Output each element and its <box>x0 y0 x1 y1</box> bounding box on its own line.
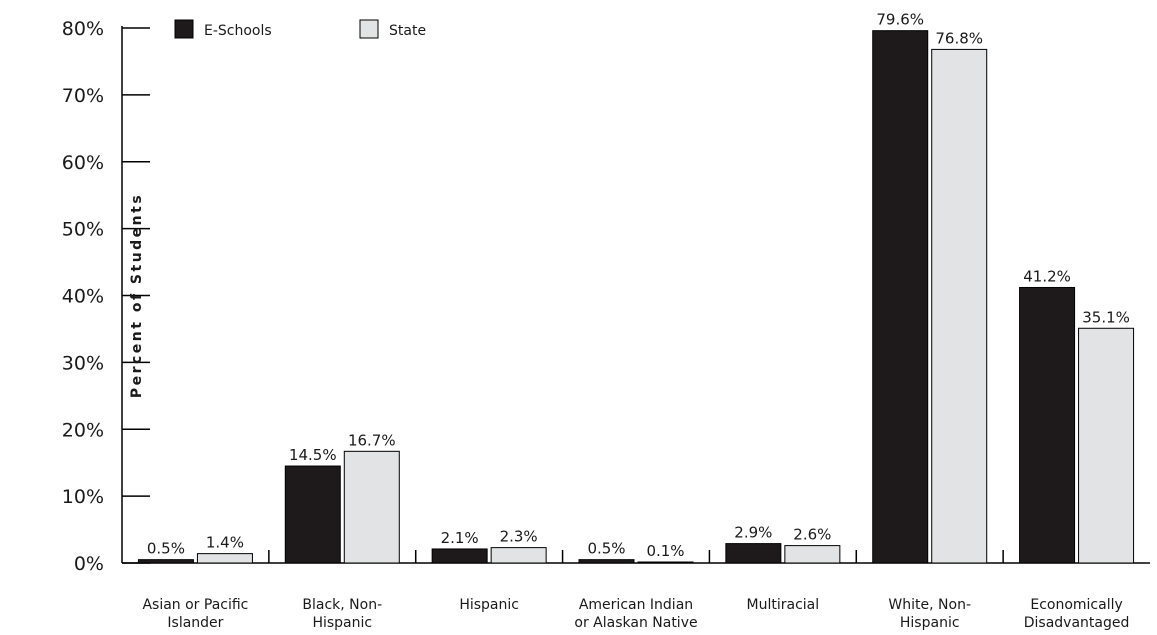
y-tick-label: 0% <box>74 553 104 575</box>
value-label: 0.1% <box>646 542 684 560</box>
value-label: 0.5% <box>587 540 625 558</box>
bar-e-schools <box>578 559 635 564</box>
y-tick-label: 70% <box>62 85 104 107</box>
bar-e-schools <box>431 548 488 564</box>
category-label: or Alaskan Native <box>574 615 697 631</box>
value-label: 41.2% <box>1023 267 1071 285</box>
bar-e-schools <box>137 559 194 564</box>
category-label: Hispanic <box>900 615 960 631</box>
bar-e-schools <box>725 543 782 564</box>
category-label: Disadvantaged <box>1024 615 1130 631</box>
y-axis: 0% 10% 20% 30% 40% 50% 60% 70% 80% <box>62 18 150 575</box>
value-label: 2.9% <box>734 524 772 542</box>
bar-state <box>490 547 547 564</box>
y-tick-label: 10% <box>62 486 104 508</box>
x-axis: Asian or Pacific Islander Black, Non- Hispa… <box>122 550 1150 631</box>
y-axis-label: Percent of Students <box>129 193 145 398</box>
bar-state <box>1078 327 1135 564</box>
value-label: 0.5% <box>147 540 185 558</box>
value-label: 2.3% <box>500 528 538 546</box>
bar-e-schools <box>872 30 929 564</box>
category-label: Economically <box>1030 597 1122 613</box>
value-label: 2.1% <box>441 529 479 547</box>
value-label: 14.5% <box>289 446 337 464</box>
y-tick-label: 50% <box>62 219 104 241</box>
legend-label: E-Schools <box>204 23 272 39</box>
value-label: 76.8% <box>935 29 983 47</box>
value-label: 1.4% <box>206 534 244 552</box>
y-tick-label: 20% <box>62 419 104 441</box>
bars: 0.5% 1.4% 14.5% 16.7% 2.1% 2.3% 0.5% 0.1% 2.9% 2.… <box>137 11 1135 564</box>
category-label: Islander <box>167 615 223 631</box>
legend: E-Schools State <box>174 19 426 39</box>
bar-state <box>784 545 841 564</box>
bar-state <box>343 450 400 564</box>
legend-label: State <box>389 23 426 39</box>
value-label: 35.1% <box>1082 308 1130 326</box>
y-tick-label: 30% <box>62 352 104 374</box>
category-label: Hispanic <box>459 597 519 613</box>
category-label: Black, Non- <box>302 597 382 613</box>
bar-e-schools <box>284 465 341 564</box>
y-tick-label: 60% <box>62 152 104 174</box>
y-tick-label: 80% <box>62 18 104 40</box>
category-label: Asian or Pacific <box>142 597 248 613</box>
category-label: Hispanic <box>312 615 372 631</box>
value-label: 16.7% <box>348 431 396 449</box>
value-label: 2.6% <box>793 526 831 544</box>
bar-state <box>196 553 253 564</box>
category-label: White, Non- <box>888 597 971 613</box>
legend-swatch <box>359 19 379 39</box>
legend-swatch <box>174 19 194 39</box>
bar-e-schools <box>1019 286 1076 564</box>
bar-state <box>931 48 988 564</box>
value-label: 79.6% <box>876 11 924 29</box>
bar-state <box>637 561 694 564</box>
y-tick-label: 40% <box>62 286 104 308</box>
category-label: American Indian <box>579 597 693 613</box>
category-label: Multiracial <box>747 597 820 613</box>
